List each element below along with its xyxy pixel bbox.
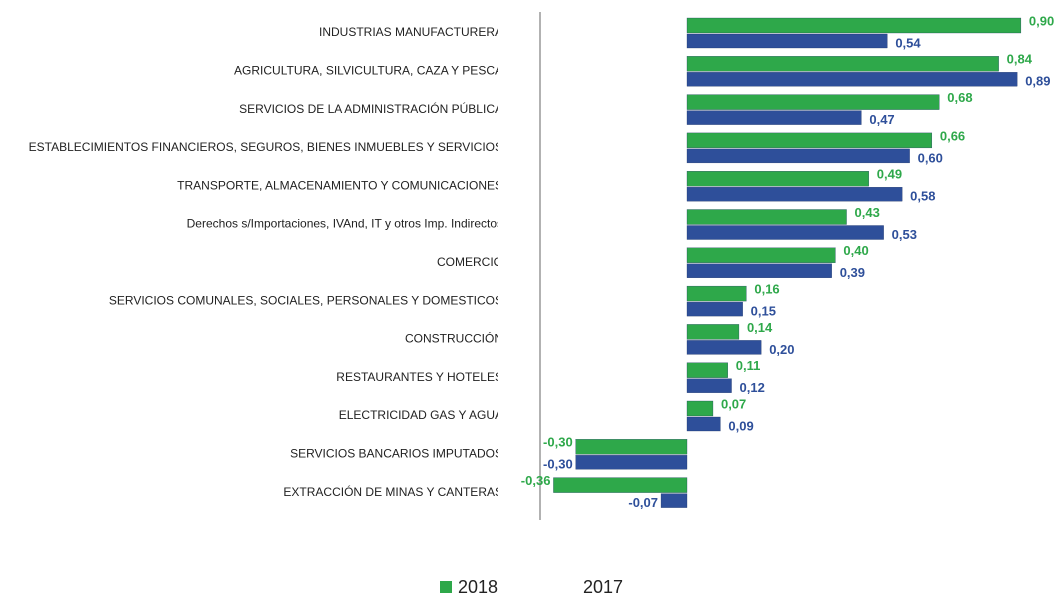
data-label: 0,54 [895, 35, 921, 50]
category-label: INDUSTRIAS MANUFACTURERA [319, 25, 503, 39]
data-label: -0,07 [628, 495, 658, 510]
bar [686, 285, 747, 302]
category-label: RESTAURANTES Y HOTELES [336, 370, 503, 384]
legend-label: 2018 [458, 577, 498, 597]
category-label: SERVICIOS BANCARIOS IMPUTADOS [290, 446, 503, 460]
bar [686, 416, 721, 432]
bar [686, 148, 910, 164]
data-label: 0,84 [1007, 52, 1033, 67]
category-label: ESTABLECIMIENTOS FINANCIEROS, SEGUROS, B… [29, 140, 503, 154]
bar [686, 340, 762, 355]
data-label: 0,07 [721, 396, 746, 411]
bar [686, 324, 740, 340]
data-label: 0,40 [843, 243, 868, 258]
bar [686, 33, 888, 49]
bar [686, 209, 847, 225]
bar [686, 17, 1022, 34]
bar [686, 400, 714, 417]
category-labels: INDUSTRIAS MANUFACTURERA AGRICULTURA, SIL… [29, 25, 503, 499]
data-label: 0,20 [769, 342, 794, 357]
bar [686, 132, 933, 149]
legend-marker [440, 581, 452, 593]
data-label: 0,58 [910, 189, 935, 204]
bar [686, 378, 732, 393]
data-label: 0,11 [736, 358, 761, 373]
data-label: 0,53 [892, 227, 917, 242]
bar [660, 493, 688, 508]
data-label: 0,09 [728, 418, 753, 433]
data-label: 0,60 [918, 150, 943, 165]
bar [686, 225, 884, 240]
data-label: 0,68 [947, 90, 972, 105]
bar [686, 110, 862, 125]
data-label: 0,47 [869, 112, 894, 127]
category-label: SERVICIOS DE LA ADMINISTRACIÓN PÚBLICA [239, 101, 503, 116]
data-label: -0,36 [521, 473, 551, 488]
bar [553, 477, 688, 493]
bar [686, 171, 869, 187]
bar [686, 94, 940, 110]
bar [686, 263, 832, 278]
data-label: 0,16 [754, 282, 779, 297]
legend-label: 2017 [583, 577, 623, 597]
data-label: 0,14 [747, 320, 773, 335]
data-label: 0,66 [940, 128, 965, 143]
category-label: AGRICULTURA, SILVICULTURA, CAZA Y PESCA [234, 63, 503, 77]
category-label: TRANSPORTE, ALMACENAMIENTO Y COMUNICACIO… [177, 178, 503, 192]
category-label: EXTRACCIÓN DE MINAS Y CANTERAS [283, 484, 503, 499]
bar [686, 362, 728, 378]
data-label: 0,89 [1025, 74, 1050, 89]
category-label: SERVICIOS COMUNALES, SOCIALES, PERSONALE… [109, 293, 503, 307]
data-label: -0,30 [543, 457, 573, 472]
data-label: 0,49 [877, 167, 902, 182]
legend-marker [565, 581, 577, 593]
category-label: Derechos s/Importaciones, IVAnd, IT y ot… [187, 217, 503, 231]
bar [575, 455, 688, 470]
category-label: ELECTRICIDAD GAS Y AGUA [339, 408, 503, 422]
data-label: 0,39 [840, 265, 865, 280]
data-label: 0,12 [740, 380, 765, 395]
bar [686, 247, 836, 263]
bar [686, 72, 1018, 87]
bar [686, 56, 999, 72]
data-label: 0,90 [1029, 13, 1054, 28]
category-label: CONSTRUCCIÓN [405, 331, 503, 346]
bar [686, 301, 743, 317]
bar [686, 187, 903, 202]
category-label: COMERCIO [437, 255, 503, 269]
data-label: 0,43 [855, 205, 880, 220]
data-label: -0,30 [543, 435, 573, 450]
data-label: 0,15 [751, 304, 776, 319]
bar [575, 439, 688, 455]
